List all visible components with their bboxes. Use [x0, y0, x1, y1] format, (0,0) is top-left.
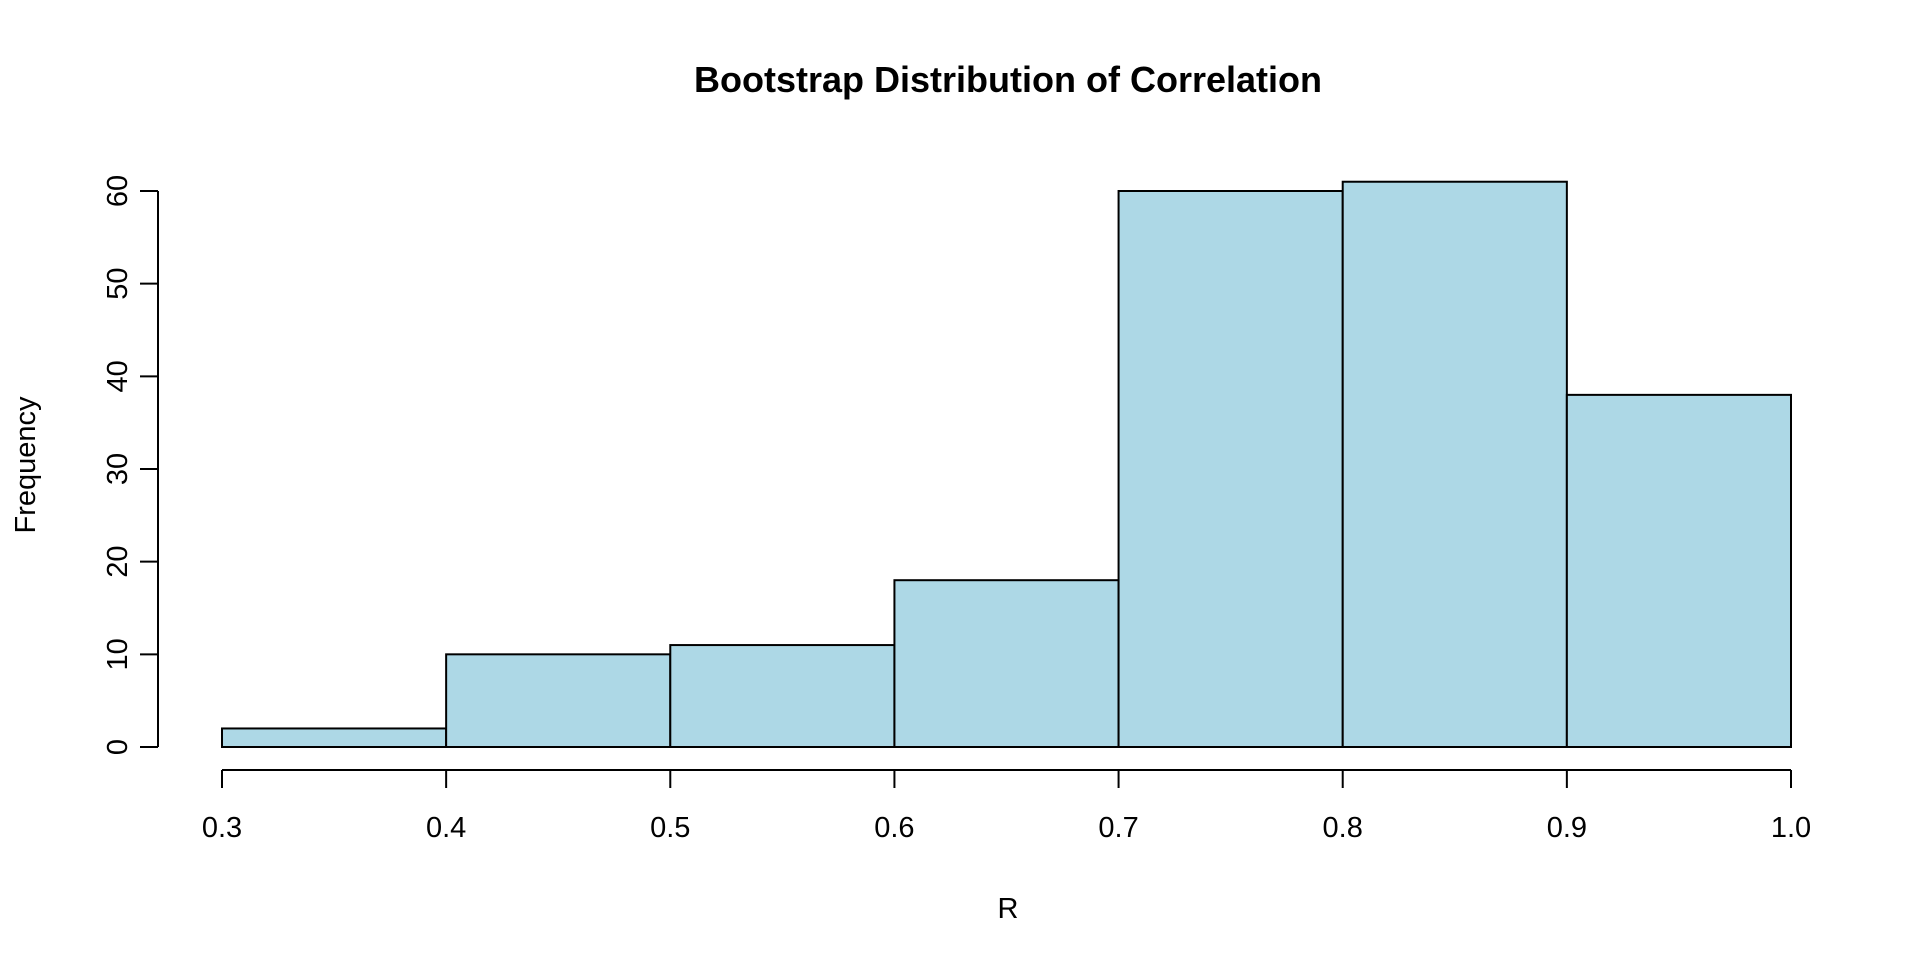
histogram-bar: [893, 579, 1120, 749]
bars-group: [221, 180, 1793, 749]
y-tick-label: 30: [102, 453, 134, 485]
x-axis: 0.3 0.4 0.5 0.6 0.7 0.8 0.9 1.0: [202, 769, 1811, 844]
x-tick-label: 0.9: [1547, 812, 1587, 844]
y-tick-label: 60: [102, 175, 134, 207]
x-tick-label: 1.0: [1771, 812, 1811, 844]
y-axis: 0 10 20 30 40 50 60: [102, 175, 159, 755]
x-tick-label: 0.4: [426, 812, 466, 844]
histogram-bar: [445, 653, 672, 748]
chart-title: Bootstrap Distribution of Correlation: [694, 59, 1322, 100]
y-tick-label: 40: [102, 360, 134, 392]
x-tick-label: 0.5: [650, 812, 690, 844]
x-axis-label: R: [998, 893, 1019, 925]
histogram-bar: [221, 727, 448, 749]
y-tick-label: 20: [102, 546, 134, 578]
y-tick-label: 10: [102, 638, 134, 670]
y-tick-label: 0: [102, 739, 134, 755]
histogram-bar: [1565, 393, 1793, 748]
x-tick-label: 0.6: [874, 812, 914, 844]
histogram-bar: [669, 644, 896, 748]
y-tick-label: 50: [102, 268, 134, 300]
y-axis-label: Frequency: [10, 396, 42, 534]
x-tick-label: 0.7: [1098, 812, 1138, 844]
histogram-bar: [1341, 180, 1568, 748]
x-tick-label: 0.8: [1323, 812, 1363, 844]
histogram-bar: [1117, 190, 1344, 748]
x-tick-label: 0.3: [202, 812, 242, 844]
